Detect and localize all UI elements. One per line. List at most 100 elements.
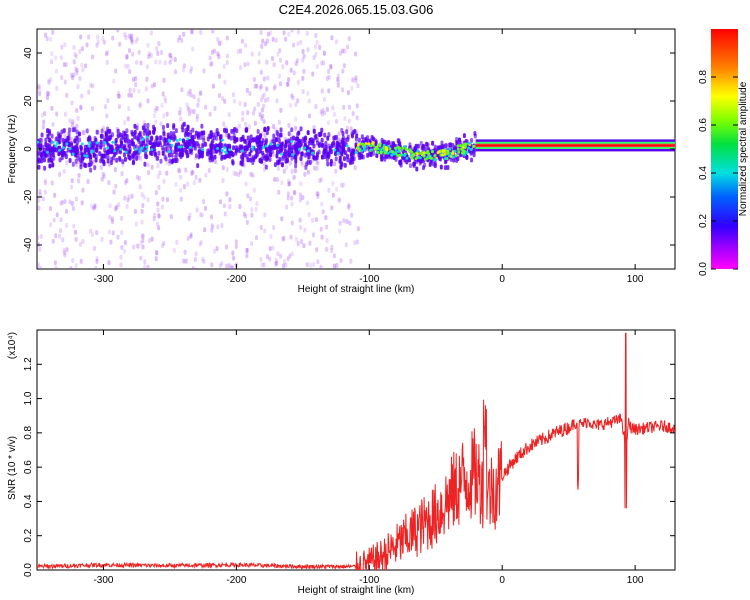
mid-cell <box>124 150 128 154</box>
core-cell <box>314 155 318 161</box>
noise-cell <box>160 102 164 108</box>
noise-cell <box>49 222 53 228</box>
transition-cell <box>456 147 460 151</box>
transition-cell <box>437 150 441 154</box>
noise-cell <box>223 211 227 217</box>
core-cell <box>307 151 311 157</box>
noise-cell <box>156 207 160 213</box>
noise-cell <box>259 97 263 103</box>
noise-cell <box>91 205 95 211</box>
noise-cell <box>104 104 108 110</box>
transition-cell <box>382 146 386 150</box>
transition-cell <box>411 154 415 158</box>
noise-cell <box>308 240 312 246</box>
noise-cell <box>187 215 191 221</box>
transition-cell <box>356 145 360 149</box>
noise-cell <box>80 46 84 52</box>
noise-cell <box>337 131 341 137</box>
core-cell <box>249 157 253 163</box>
noise-cell <box>296 29 300 35</box>
core-cell <box>300 151 304 157</box>
noise-cell <box>300 162 304 168</box>
noise-cell <box>244 181 248 187</box>
core-cell <box>280 161 284 167</box>
noise-cell <box>182 31 186 37</box>
noise-cell <box>306 47 310 53</box>
core-cell <box>77 131 81 137</box>
noise-cell <box>139 155 143 161</box>
noise-cell <box>60 199 64 205</box>
core-cell <box>351 159 355 165</box>
noise-cell <box>250 241 254 247</box>
noise-cell <box>259 83 263 89</box>
noise-cell <box>85 42 89 48</box>
noise-cell <box>319 109 323 115</box>
noise-cell <box>137 49 141 55</box>
transition-cell <box>398 153 402 157</box>
core-cell <box>210 152 214 158</box>
noise-cell <box>332 253 336 259</box>
noise-cell <box>234 171 238 177</box>
noise-cell <box>65 208 69 214</box>
noise-cell <box>289 102 293 108</box>
mid-cell <box>240 149 244 153</box>
core-cell <box>164 156 168 162</box>
noise-cell <box>59 200 63 206</box>
core-cell <box>346 136 350 142</box>
core-cell <box>297 138 301 144</box>
spectrogram-x-tick-3: 0 <box>499 274 505 285</box>
noise-cell <box>336 79 340 85</box>
noise-cell <box>43 178 47 184</box>
noise-cell <box>73 229 77 235</box>
noise-cell <box>202 68 206 74</box>
noise-cell <box>290 195 294 201</box>
noise-cell <box>336 76 340 82</box>
noise-cell <box>72 59 76 65</box>
core-cell <box>287 131 291 137</box>
noise-cell <box>216 224 220 230</box>
core-cell <box>258 134 262 140</box>
spectrogram-y-tick-3: 20 <box>23 95 34 107</box>
mid-cell <box>65 142 69 146</box>
noise-cell <box>127 106 131 112</box>
snr-y-ticks: 0.0 0.2 0.4 0.6 0.8 1.0 1.2 <box>23 357 675 577</box>
core-cell <box>162 136 166 142</box>
core-cell <box>290 127 294 133</box>
transition-cell <box>434 158 438 162</box>
transition-cell <box>451 155 455 159</box>
noise-cell <box>312 262 316 268</box>
noise-cell <box>311 71 315 77</box>
noise-cell <box>146 264 150 269</box>
noise-cell <box>190 29 194 35</box>
core-cell <box>40 132 44 138</box>
noise-cell <box>347 36 351 42</box>
core-cell <box>135 125 139 131</box>
noise-cell <box>318 177 322 183</box>
transition-cell <box>393 146 397 150</box>
core-cell <box>75 135 79 141</box>
noise-cell <box>163 95 167 101</box>
noise-cell <box>141 233 145 239</box>
noise-cell <box>316 194 320 200</box>
noise-cell <box>89 228 93 234</box>
noise-cell <box>263 132 267 138</box>
core-cell <box>439 164 443 170</box>
noise-cell <box>111 35 115 41</box>
noise-cell <box>287 122 291 128</box>
core-cell <box>210 157 214 163</box>
noise-cell <box>76 84 80 90</box>
core-cell <box>100 128 104 134</box>
noise-cell <box>62 247 66 253</box>
transition-cell <box>472 145 476 149</box>
transition-cell <box>430 156 434 160</box>
core-cell <box>279 127 283 133</box>
transition-cell <box>459 144 463 148</box>
noise-cell <box>262 103 266 109</box>
noise-cell <box>210 223 214 229</box>
noise-cell <box>101 171 105 177</box>
noise-cell <box>277 189 281 195</box>
core-cell <box>109 160 113 166</box>
noise-cell <box>178 168 182 174</box>
core-cell <box>375 152 379 158</box>
noise-cell <box>210 214 214 220</box>
